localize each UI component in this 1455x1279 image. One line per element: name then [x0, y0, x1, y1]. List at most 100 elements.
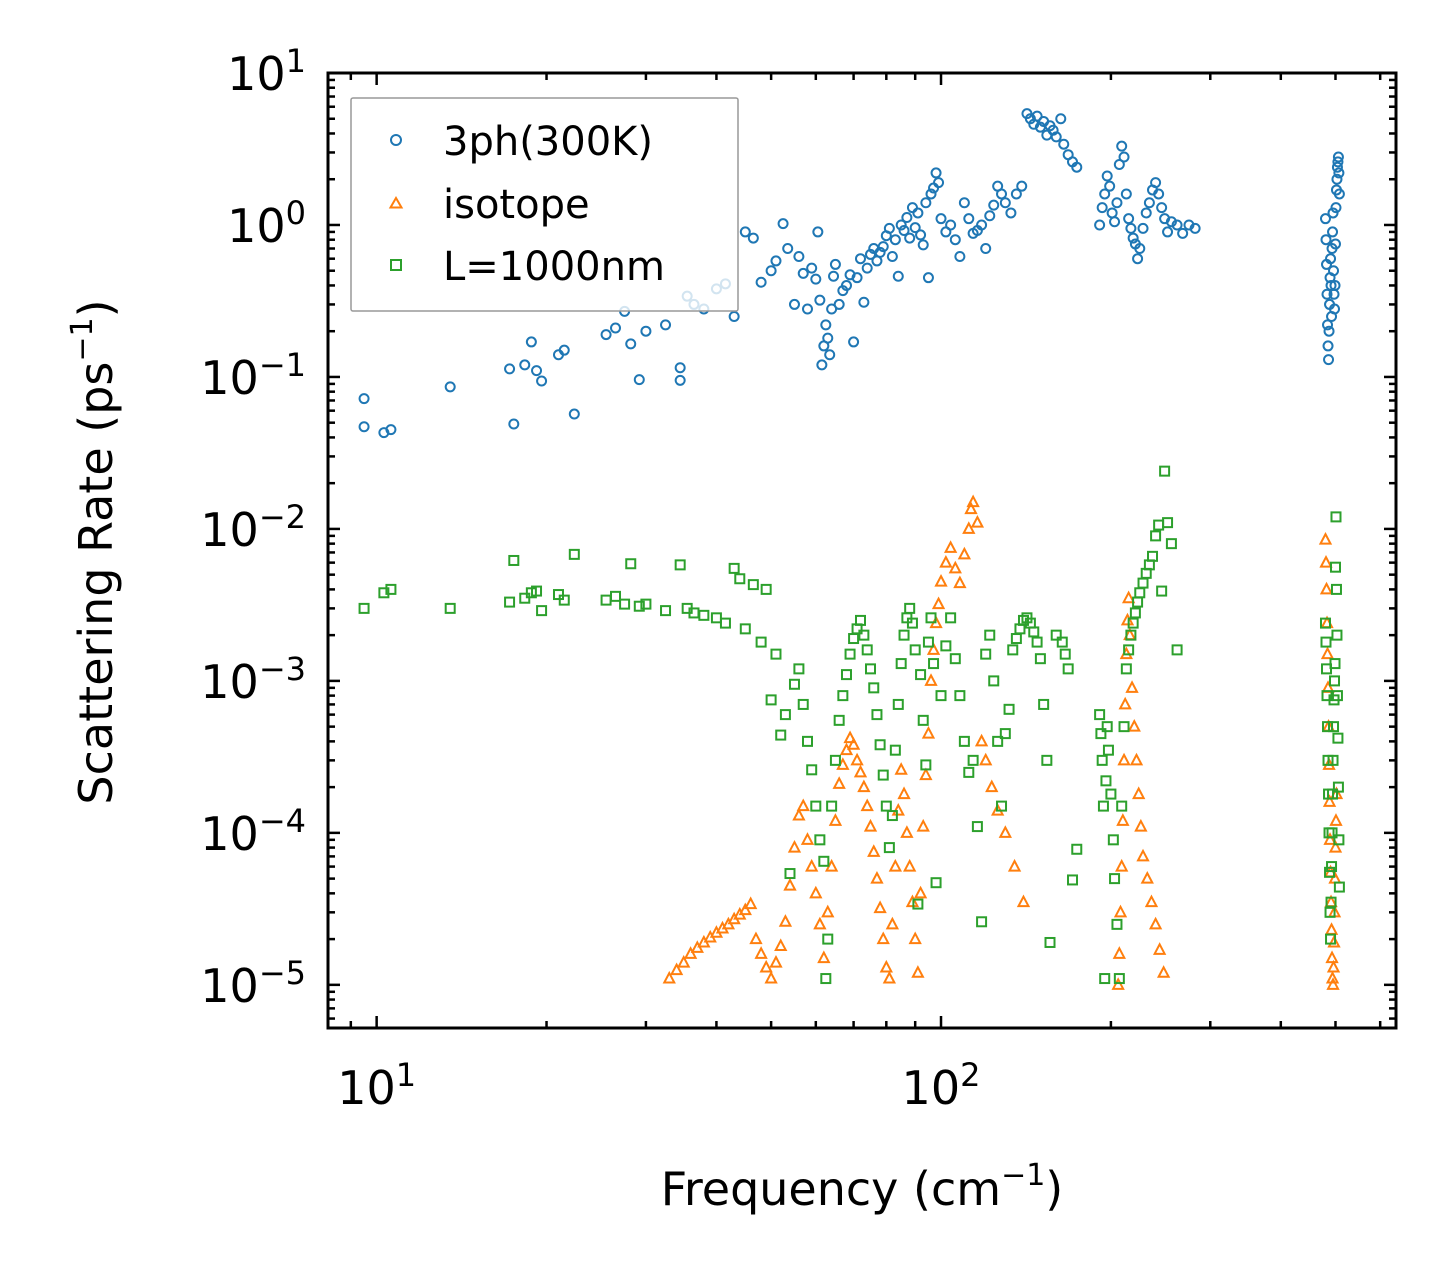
data-point [971, 821, 983, 833]
data-point [820, 319, 832, 331]
data-point [895, 658, 907, 670]
data-point [964, 501, 978, 515]
data-point [816, 359, 828, 371]
data-point [801, 735, 813, 747]
data-point [829, 258, 841, 270]
data-point [1322, 340, 1334, 352]
data-point [858, 296, 870, 308]
data-point [904, 602, 916, 614]
data-point [1031, 636, 1043, 648]
data-point [911, 965, 925, 978]
data-point [970, 514, 985, 528]
data-point [945, 219, 957, 231]
data-point [1059, 648, 1071, 660]
data-point [996, 188, 1008, 200]
data-point [1127, 232, 1139, 244]
legend-label-isotope: isotope [443, 182, 590, 228]
data-point [796, 798, 810, 812]
y-tick-label: 10−5 [200, 954, 306, 1013]
data-point [1327, 788, 1339, 800]
data-point [660, 319, 672, 331]
data-point [935, 213, 947, 225]
data-point [865, 248, 877, 260]
data-point [853, 764, 868, 778]
data-point [779, 709, 791, 721]
data-point [843, 730, 857, 744]
data-point [1171, 219, 1183, 231]
data-point [931, 596, 946, 610]
series-2 [358, 465, 1345, 985]
data-point [1326, 861, 1338, 873]
data-point [1318, 531, 1333, 545]
data-point [1125, 680, 1139, 693]
data-point [801, 303, 813, 315]
data-point [999, 197, 1011, 209]
data-point [909, 222, 921, 234]
data-point [800, 832, 815, 845]
data-point [1134, 818, 1148, 832]
data-point [1319, 213, 1331, 225]
data-point [1097, 800, 1109, 812]
data-point [1319, 581, 1334, 595]
data-point [876, 931, 890, 945]
data-point [883, 222, 895, 234]
legend-marker-l1000nm [390, 259, 402, 271]
data-point [1162, 226, 1174, 238]
data-point [912, 207, 924, 219]
data-point [1003, 703, 1015, 715]
data-point [633, 374, 645, 386]
data-point [1120, 188, 1132, 200]
data-point [1005, 207, 1017, 219]
data-point [358, 602, 370, 614]
data-point [891, 803, 905, 816]
data-point [1050, 131, 1062, 143]
data-point [1120, 612, 1135, 626]
data-point [385, 424, 397, 436]
data-point [1127, 617, 1139, 629]
data-point [640, 598, 652, 610]
data-point [806, 764, 818, 776]
data-point [954, 690, 966, 702]
data-point [919, 767, 933, 781]
data-point [865, 663, 877, 675]
legend-box [350, 97, 739, 312]
data-point [1159, 465, 1171, 477]
data-point [765, 694, 777, 706]
data-point [1331, 161, 1343, 173]
data-point [1112, 946, 1126, 959]
data-point [1099, 188, 1111, 200]
data-point [810, 273, 822, 285]
data-point [1177, 227, 1189, 239]
data-point [1094, 219, 1106, 231]
data-point [857, 779, 871, 793]
data-point [744, 896, 758, 910]
data-point [797, 267, 809, 279]
data-point [917, 714, 929, 726]
data-point [770, 255, 782, 267]
data-point [1010, 188, 1022, 200]
y-tick-label: 10−4 [200, 802, 306, 861]
data-point [558, 344, 570, 356]
data-point [1120, 663, 1132, 675]
data-point [640, 325, 652, 337]
data-point [1017, 614, 1029, 626]
data-point [900, 825, 914, 838]
data-point [915, 669, 927, 681]
data-point [754, 946, 768, 959]
data-point [783, 877, 797, 891]
data-point [1055, 113, 1067, 125]
data-point [901, 211, 913, 223]
data-point [828, 270, 840, 282]
data-point [1329, 303, 1341, 315]
data-point [1127, 718, 1141, 732]
data-point [1111, 918, 1123, 930]
data-point [877, 241, 889, 253]
data-point [1329, 813, 1343, 826]
data-point [508, 554, 520, 566]
data-point [1330, 202, 1342, 214]
data-point [1123, 644, 1135, 656]
data-point [358, 421, 370, 433]
data-point [921, 725, 936, 739]
data-point [1101, 170, 1113, 182]
data-point [793, 663, 805, 675]
